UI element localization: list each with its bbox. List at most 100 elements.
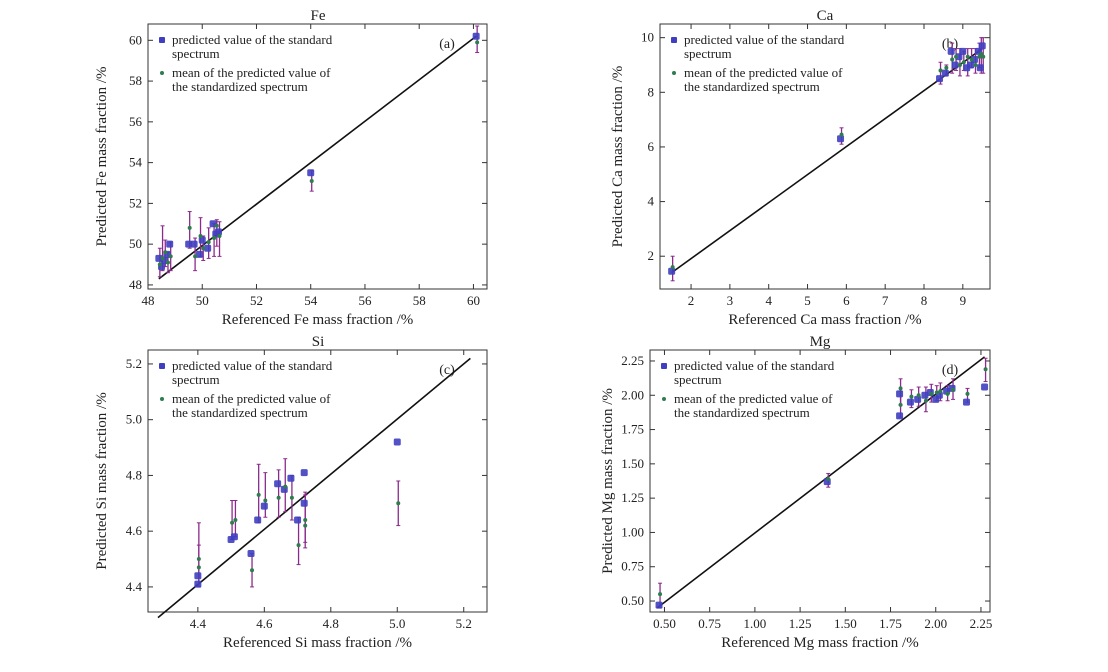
legend-label-standard-line2: spectrum xyxy=(674,372,722,387)
legend-label-standard-line2: spectrum xyxy=(684,46,732,61)
standard-point xyxy=(307,169,315,177)
mean-point xyxy=(944,65,949,70)
standard-point xyxy=(472,32,480,40)
panel-title: Fe xyxy=(311,8,326,24)
mean-point xyxy=(230,520,235,525)
mean-point xyxy=(201,246,206,251)
mean-point xyxy=(658,592,663,597)
legend-label-mean-line2: the standardized spectrum xyxy=(172,79,308,94)
mean-point xyxy=(670,265,675,270)
standard-point xyxy=(274,480,282,488)
x-tick-label: 1.75 xyxy=(879,616,902,631)
y-tick-label: 48 xyxy=(129,277,142,292)
x-tick-label: 5 xyxy=(804,293,811,308)
standard-point xyxy=(941,69,949,77)
y-tick-label: 1.50 xyxy=(621,456,644,471)
y-tick-label: 1.25 xyxy=(621,490,644,505)
mean-point xyxy=(256,492,261,497)
mean-point xyxy=(961,60,966,65)
standard-point xyxy=(837,135,845,143)
standard-point xyxy=(190,240,198,248)
legend-marker-mean xyxy=(160,397,164,401)
legend-label-standard-line1: predicted value of the standard xyxy=(172,358,333,373)
standard-point xyxy=(194,580,202,588)
x-tick-label: 48 xyxy=(142,293,155,308)
y-tick-label: 2.25 xyxy=(621,353,644,368)
mean-point xyxy=(839,132,844,137)
x-tick-label: 2 xyxy=(688,293,695,308)
y-tick-label: 2.00 xyxy=(621,387,644,402)
panel-letter: (c) xyxy=(439,363,455,378)
y-tick-label: 1.75 xyxy=(621,422,644,437)
standard-point xyxy=(906,398,914,406)
mean-point xyxy=(826,476,831,481)
mean-point xyxy=(934,390,939,395)
legend-label-mean-line2: the standardized spectrum xyxy=(674,405,810,420)
standard-point xyxy=(668,267,676,275)
standard-point xyxy=(896,390,904,398)
mean-point xyxy=(396,501,401,506)
plot-frame xyxy=(659,23,991,290)
standard-point xyxy=(166,240,174,248)
panel-fe: Fe 48 50 52 54 56 58 60 48 50 52 54 56 58 60 Referenced… xyxy=(94,8,488,328)
mean-point xyxy=(916,393,921,398)
x-tick-label: 4.4 xyxy=(190,616,207,631)
standard-point xyxy=(196,250,204,258)
standard-point xyxy=(655,601,663,609)
x-axis-title: Referenced Mg mass fraction /% xyxy=(721,635,918,651)
mean-point xyxy=(160,256,165,261)
legend-marker-mean xyxy=(672,71,676,75)
y-tick-label: 10 xyxy=(641,30,654,45)
x-tick-label: 6 xyxy=(843,293,850,308)
mean-point xyxy=(938,68,943,73)
standard-point xyxy=(896,412,904,420)
y-tick-label: 52 xyxy=(129,195,142,210)
mean-point xyxy=(214,223,219,228)
x-tick-label: 60 xyxy=(467,293,480,308)
standard-point xyxy=(970,56,978,64)
mean-point xyxy=(250,568,255,573)
y-tick-label: 56 xyxy=(129,114,143,129)
standard-point xyxy=(393,438,401,446)
mean-point xyxy=(193,254,198,259)
y-tick-label: 2 xyxy=(648,248,655,263)
x-tick-label: 4.6 xyxy=(256,616,273,631)
legend-marker-standard xyxy=(159,363,165,369)
x-axis-title: Referenced Si mass fraction /% xyxy=(223,635,412,651)
legend-marker-standard xyxy=(661,363,667,369)
fit-line xyxy=(671,47,983,274)
x-tick-label: 54 xyxy=(304,293,318,308)
fit-line xyxy=(656,356,986,609)
mean-point xyxy=(909,394,914,399)
x-tick-label: 1.00 xyxy=(744,616,767,631)
mean-point xyxy=(945,391,950,396)
mean-point xyxy=(165,260,170,265)
standard-point xyxy=(247,549,255,557)
x-tick-label: 7 xyxy=(882,293,889,308)
x-tick-label: 4.8 xyxy=(323,616,339,631)
fit-line xyxy=(158,35,477,280)
standard-point xyxy=(155,254,163,262)
y-tick-label: 54 xyxy=(129,155,143,170)
mean-point xyxy=(289,495,294,500)
standard-point xyxy=(951,61,959,69)
y-tick-label: 5.0 xyxy=(126,412,142,427)
x-tick-label: 5.2 xyxy=(456,616,472,631)
legend-label-standard-line2: spectrum xyxy=(172,372,220,387)
mean-point xyxy=(296,543,301,548)
standard-point xyxy=(981,383,989,391)
standard-point xyxy=(978,42,986,50)
x-tick-label: 4 xyxy=(765,293,772,308)
y-tick-label: 0.50 xyxy=(621,593,644,608)
mean-point xyxy=(233,518,238,523)
mean-point xyxy=(929,391,934,396)
panel-letter: (a) xyxy=(439,37,455,52)
y-axis-title: Predicted Si mass fraction /% xyxy=(94,392,110,569)
y-tick-label: 4 xyxy=(648,194,655,209)
plot-frame xyxy=(147,23,488,290)
x-tick-label: 2.00 xyxy=(924,616,947,631)
x-tick-label: 58 xyxy=(413,293,426,308)
mean-point xyxy=(196,565,201,570)
